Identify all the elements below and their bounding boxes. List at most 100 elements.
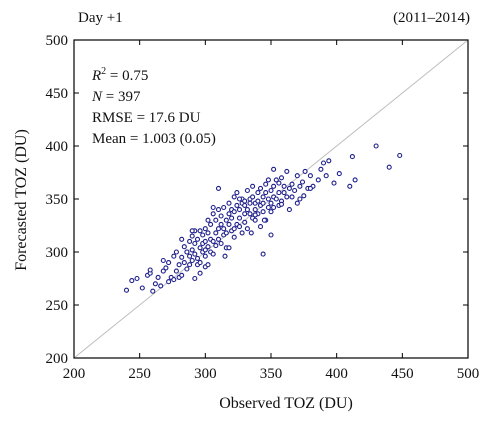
data-point bbox=[173, 268, 179, 274]
data-point bbox=[276, 180, 282, 186]
data-point bbox=[265, 196, 271, 202]
data-point bbox=[197, 228, 203, 234]
data-point bbox=[192, 275, 198, 282]
data-point bbox=[268, 232, 274, 238]
data-point bbox=[210, 238, 216, 244]
data-point bbox=[278, 175, 285, 181]
data-point bbox=[318, 166, 324, 172]
stat-r2-superscript: 2 bbox=[101, 66, 106, 77]
data-point bbox=[226, 200, 232, 206]
data-point bbox=[160, 257, 166, 264]
data-point bbox=[215, 236, 222, 242]
data-point bbox=[223, 230, 229, 236]
data-point bbox=[320, 160, 327, 166]
data-point bbox=[192, 251, 198, 257]
data-point bbox=[192, 240, 198, 247]
data-point bbox=[281, 183, 287, 189]
data-point bbox=[286, 185, 292, 191]
data-point bbox=[236, 207, 243, 213]
data-point bbox=[187, 238, 193, 244]
data-point bbox=[189, 233, 195, 239]
period-label: (2011–2014) bbox=[393, 10, 470, 26]
data-point bbox=[202, 238, 208, 244]
data-point bbox=[187, 253, 193, 259]
x-tick-label: 350 bbox=[260, 366, 283, 382]
data-point bbox=[231, 194, 237, 200]
data-point bbox=[271, 204, 277, 211]
data-point bbox=[268, 187, 274, 194]
data-point bbox=[271, 183, 277, 189]
data-point bbox=[208, 221, 214, 227]
data-point bbox=[197, 270, 203, 276]
data-point bbox=[349, 154, 355, 160]
data-point bbox=[278, 201, 285, 207]
data-point bbox=[189, 257, 195, 264]
data-point bbox=[218, 221, 224, 227]
data-point bbox=[215, 185, 222, 191]
data-point bbox=[221, 226, 227, 232]
data-point bbox=[265, 204, 271, 211]
data-point bbox=[255, 190, 261, 196]
data-point bbox=[181, 260, 187, 266]
data-point bbox=[234, 190, 240, 196]
data-point bbox=[213, 230, 219, 236]
y-tick-label: 350 bbox=[46, 192, 69, 208]
data-point bbox=[184, 249, 190, 255]
data-point bbox=[226, 211, 232, 217]
data-point bbox=[242, 219, 248, 225]
data-point bbox=[218, 213, 224, 219]
data-point bbox=[244, 187, 250, 194]
x-tick-label: 450 bbox=[391, 366, 414, 382]
data-point bbox=[268, 209, 274, 215]
data-point bbox=[265, 177, 271, 183]
y-tick-label: 250 bbox=[46, 298, 69, 314]
data-point bbox=[166, 260, 172, 266]
data-point bbox=[331, 180, 337, 186]
data-point bbox=[231, 226, 237, 232]
data-point bbox=[397, 152, 403, 159]
data-point bbox=[234, 202, 240, 208]
data-point bbox=[197, 245, 203, 251]
data-point bbox=[181, 244, 187, 250]
data-point bbox=[252, 212, 258, 218]
data-point bbox=[352, 177, 358, 183]
data-point bbox=[252, 217, 258, 223]
x-tick-label: 400 bbox=[325, 366, 348, 382]
data-point bbox=[218, 240, 224, 247]
data-point bbox=[255, 198, 261, 204]
data-point bbox=[194, 236, 201, 242]
data-point bbox=[210, 204, 216, 211]
data-point bbox=[215, 207, 222, 213]
data-point bbox=[171, 277, 177, 283]
data-point bbox=[221, 204, 227, 211]
data-point bbox=[336, 171, 342, 177]
data-point bbox=[244, 226, 250, 232]
data-point bbox=[260, 200, 266, 206]
stat-rmse: RMSE = 17.6 DU bbox=[92, 110, 201, 126]
stat-n-value: = 397 bbox=[102, 89, 141, 105]
x-tick-label: 300 bbox=[194, 366, 217, 382]
data-point bbox=[194, 255, 201, 261]
data-point bbox=[268, 200, 274, 206]
data-point bbox=[205, 230, 211, 236]
data-point bbox=[281, 190, 287, 196]
data-point bbox=[173, 249, 179, 255]
data-point bbox=[247, 211, 253, 217]
data-point bbox=[202, 226, 208, 232]
data-point bbox=[166, 279, 172, 285]
data-point bbox=[236, 196, 243, 202]
data-point bbox=[205, 244, 211, 250]
data-point bbox=[261, 217, 267, 223]
stat-mean: Mean = 1.003 (0.05) bbox=[92, 131, 216, 147]
data-point bbox=[299, 179, 306, 185]
data-point bbox=[210, 251, 216, 257]
data-point bbox=[286, 207, 292, 213]
data-point bbox=[210, 211, 216, 217]
data-point bbox=[139, 285, 145, 291]
x-tick-label: 500 bbox=[457, 366, 480, 382]
data-point bbox=[289, 181, 295, 187]
y-tick-label: 400 bbox=[46, 139, 69, 155]
data-point bbox=[147, 267, 153, 273]
data-point bbox=[222, 253, 228, 259]
data-point bbox=[250, 194, 256, 200]
